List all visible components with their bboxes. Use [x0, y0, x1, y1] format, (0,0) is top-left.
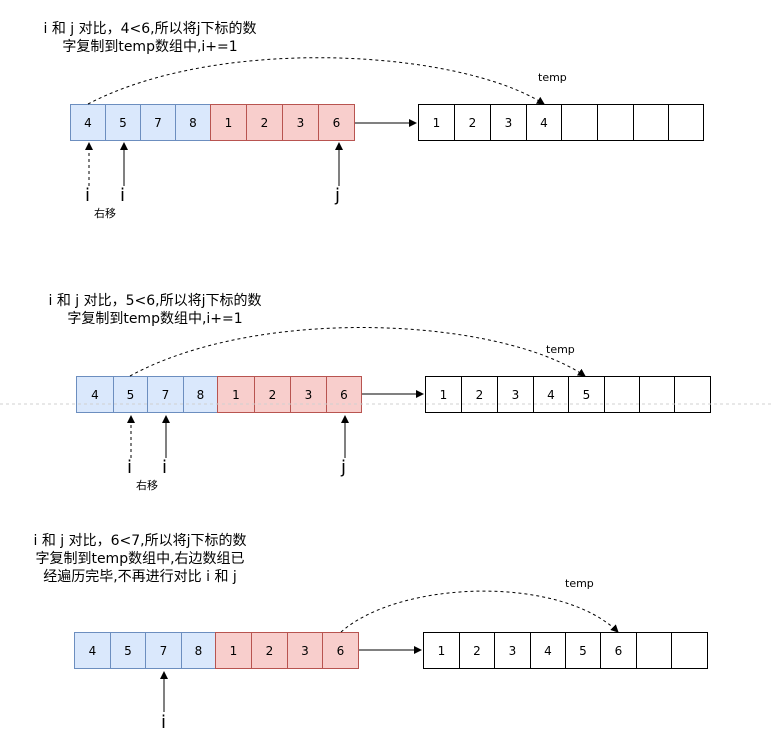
array-cell: 2	[251, 632, 288, 669]
step-1-caption-line1: i 和 j 对比，4<6,所以将j下标的数	[43, 21, 257, 37]
temp-cell	[671, 632, 708, 669]
copy-arrow	[87, 57, 545, 105]
temp-label: temp	[546, 343, 575, 356]
array-cell: 1	[210, 104, 247, 141]
step-3-caption-line2: 字复制到temp数组中,右边数组已	[35, 551, 245, 567]
step-3-caption-line3: 经遍历完毕,不再进行对比 i 和 j	[43, 569, 237, 585]
pointer-i: i	[161, 712, 167, 733]
temp-cell	[633, 104, 669, 141]
step-3-caption-line1: i 和 j 对比，6<7,所以将j下标的数	[33, 533, 247, 549]
temp-cell: 3	[490, 104, 527, 141]
array-cell: 7	[140, 104, 176, 141]
array-cell: 8	[181, 632, 216, 669]
temp-cell	[668, 104, 704, 141]
temp-cell: 5	[568, 376, 605, 413]
temp-cell: 2	[461, 376, 498, 413]
temp-cell: 1	[418, 104, 455, 141]
temp-cell: 5	[565, 632, 601, 669]
step-2-caption-line2: 字复制到temp数组中,i+=1	[67, 311, 243, 327]
move-right-label: 右移	[94, 207, 116, 220]
array-cell: 7	[147, 376, 184, 413]
temp-cell: 3	[494, 632, 531, 669]
pointer-i-old: i	[85, 185, 91, 206]
array-cell: 4	[76, 376, 114, 413]
pointer-i-new: i	[162, 457, 168, 478]
temp-cell: 2	[454, 104, 491, 141]
array-cell: 5	[113, 376, 148, 413]
temp-cell	[636, 632, 672, 669]
array-cell: 6	[326, 376, 362, 413]
array-cell: 6	[322, 632, 359, 669]
pointer-j: j	[335, 185, 341, 206]
step-2-caption-line1: i 和 j 对比，5<6,所以将j下标的数	[48, 293, 262, 309]
array-cell: 1	[215, 632, 252, 669]
temp-label: temp	[565, 577, 594, 590]
step-1-caption: i 和 j 对比，4<6,所以将j下标的数 字复制到temp数组中,i+=1	[20, 20, 280, 56]
step-1-caption-line2: 字复制到temp数组中,i+=1	[62, 39, 238, 55]
array-cell: 8	[183, 376, 218, 413]
array-cell: 4	[70, 104, 106, 141]
move-right-label: 右移	[136, 479, 158, 492]
pointer-i-old: i	[127, 457, 133, 478]
array-cell: 5	[105, 104, 141, 141]
temp-cell	[639, 376, 675, 413]
temp-cell: 2	[459, 632, 495, 669]
copy-arrow	[340, 590, 619, 633]
temp-cell: 1	[425, 376, 462, 413]
step-2-caption: i 和 j 对比，5<6,所以将j下标的数 字复制到temp数组中,i+=1	[30, 292, 280, 328]
temp-cell: 6	[600, 632, 637, 669]
array-cell: 2	[254, 376, 291, 413]
temp-cell: 1	[423, 632, 460, 669]
temp-cell	[561, 104, 598, 141]
temp-label: temp	[538, 71, 567, 84]
step-3-caption: i 和 j 对比，6<7,所以将j下标的数 字复制到temp数组中,右边数组已 …	[10, 532, 270, 586]
temp-cell: 4	[530, 632, 566, 669]
copy-arrow	[129, 327, 586, 377]
array-cell: 8	[175, 104, 211, 141]
temp-cell	[597, 104, 634, 141]
pointer-i-new: i	[120, 185, 126, 206]
temp-cell	[674, 376, 711, 413]
pointer-j: j	[341, 457, 347, 478]
array-cell: 6	[318, 104, 355, 141]
